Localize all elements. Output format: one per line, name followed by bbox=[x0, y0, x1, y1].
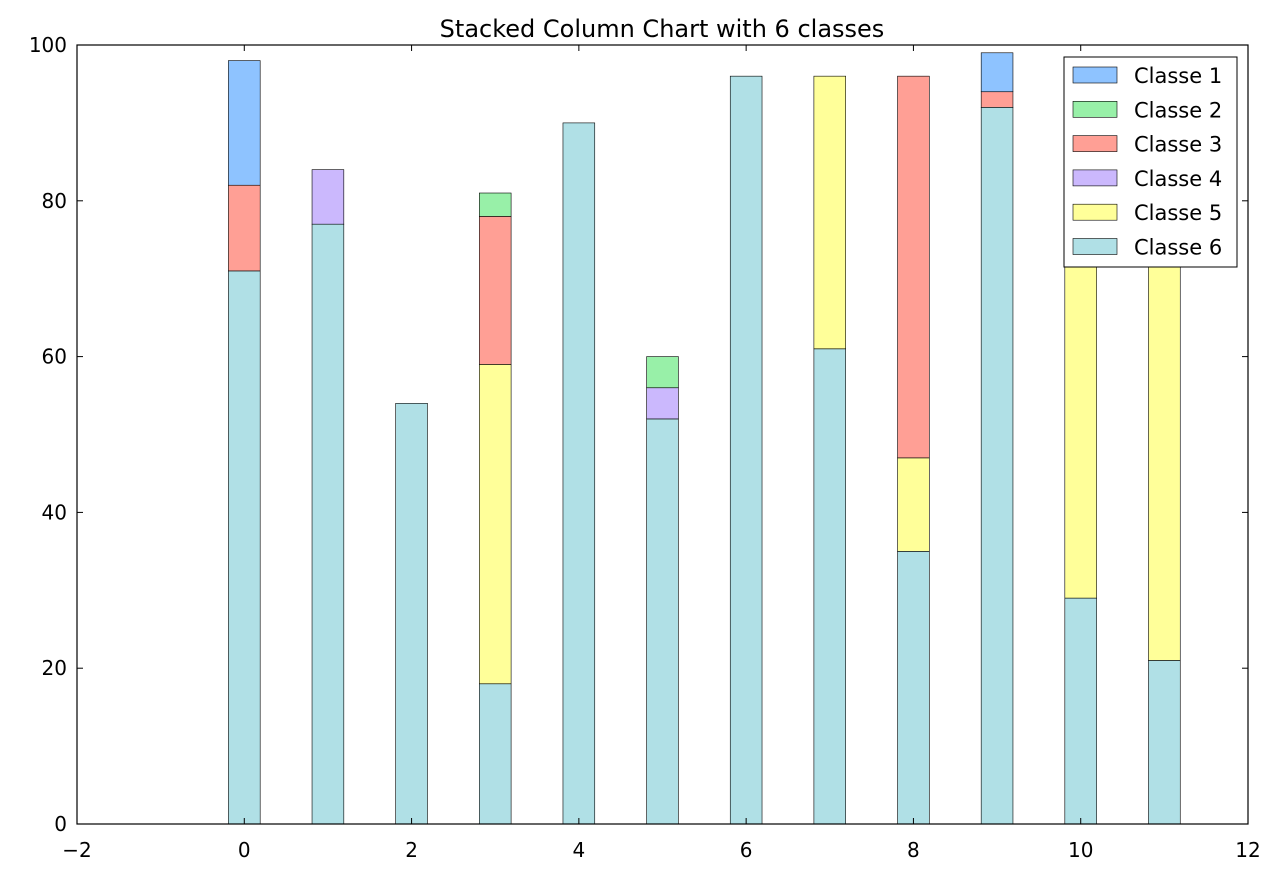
bar-classe-5-x3 bbox=[479, 364, 512, 685]
y-tick-label: 20 bbox=[42, 656, 67, 680]
y-tick-label: 60 bbox=[42, 345, 67, 369]
bar-classe-3-x8 bbox=[897, 75, 930, 459]
bar-classe-5-x11 bbox=[1148, 223, 1181, 661]
x-tick-label: 6 bbox=[740, 838, 753, 862]
legend-label-classe-6: Classe 6 bbox=[1134, 236, 1222, 260]
y-tick-label: 0 bbox=[54, 812, 67, 836]
bar-classe-2-x3 bbox=[479, 192, 512, 217]
legend-label-classe-5: Classe 5 bbox=[1134, 201, 1222, 225]
legend-swatch-classe-6 bbox=[1072, 238, 1118, 255]
plot-frame bbox=[76, 44, 1249, 825]
bar-classe-6-x8 bbox=[897, 551, 930, 825]
y-tick-label: 40 bbox=[42, 500, 67, 524]
bar-classe-6-x2 bbox=[395, 403, 428, 825]
bar-classe-5-x7 bbox=[813, 75, 846, 350]
legend-swatch-classe-2 bbox=[1072, 101, 1118, 118]
bar-classe-3-x0 bbox=[228, 184, 261, 272]
x-tick-label: 0 bbox=[238, 838, 251, 862]
bar-classe-6-x1 bbox=[311, 223, 345, 825]
chart-title: Stacked Column Chart with 6 classes bbox=[440, 15, 885, 43]
bar-classe-1-x0 bbox=[228, 60, 261, 186]
x-tick-label: −2 bbox=[62, 838, 91, 862]
bar-classe-6-x6 bbox=[729, 75, 763, 825]
x-tick-label: 12 bbox=[1235, 838, 1260, 862]
bar-classe-6-x4 bbox=[562, 122, 596, 825]
legend: Classe 1 Classe 2 Classe 3 Classe 4 Classe 5… bbox=[1063, 56, 1238, 268]
bar-classe-6-x3 bbox=[479, 683, 512, 825]
legend-box bbox=[1063, 56, 1238, 268]
bar-classe-6-x7 bbox=[813, 348, 846, 825]
legend-swatch-classe-5 bbox=[1072, 203, 1118, 221]
bar-classe-6-x10 bbox=[1064, 597, 1097, 825]
bar-classe-2-x5 bbox=[646, 356, 679, 389]
legend-swatch-classe-1 bbox=[1072, 66, 1118, 84]
bar-classe-6-x11 bbox=[1148, 660, 1181, 825]
legend-swatch-classe-3 bbox=[1072, 135, 1118, 152]
y-tick-label: 80 bbox=[42, 189, 67, 213]
x-tick-label: 4 bbox=[572, 838, 585, 862]
bar-classe-5-x8 bbox=[897, 457, 930, 552]
bar-classe-6-x9 bbox=[980, 107, 1014, 825]
bar-classe-6-x5 bbox=[646, 418, 679, 825]
bars-group bbox=[228, 52, 1181, 825]
legend-label-classe-4: Classe 4 bbox=[1134, 167, 1222, 191]
x-tick-label: 8 bbox=[907, 838, 920, 862]
legend-label-classe-3: Classe 3 bbox=[1134, 133, 1222, 157]
bar-classe-1-x9 bbox=[980, 52, 1014, 93]
bar-classe-6-x0 bbox=[228, 270, 261, 825]
x-tick-label: 10 bbox=[1068, 838, 1093, 862]
bar-classe-4-x5 bbox=[646, 387, 679, 420]
bar-classe-3-x9 bbox=[980, 91, 1014, 108]
bar-classe-4-x1 bbox=[311, 169, 345, 225]
bar-classe-3-x3 bbox=[479, 216, 512, 365]
y-tick-label: 100 bbox=[29, 33, 67, 57]
legend-swatch-classe-4 bbox=[1072, 169, 1118, 187]
legend-label-classe-1: Classe 1 bbox=[1134, 64, 1222, 88]
x-tick-label: 2 bbox=[405, 838, 418, 862]
legend-label-classe-2: Classe 2 bbox=[1134, 98, 1222, 122]
